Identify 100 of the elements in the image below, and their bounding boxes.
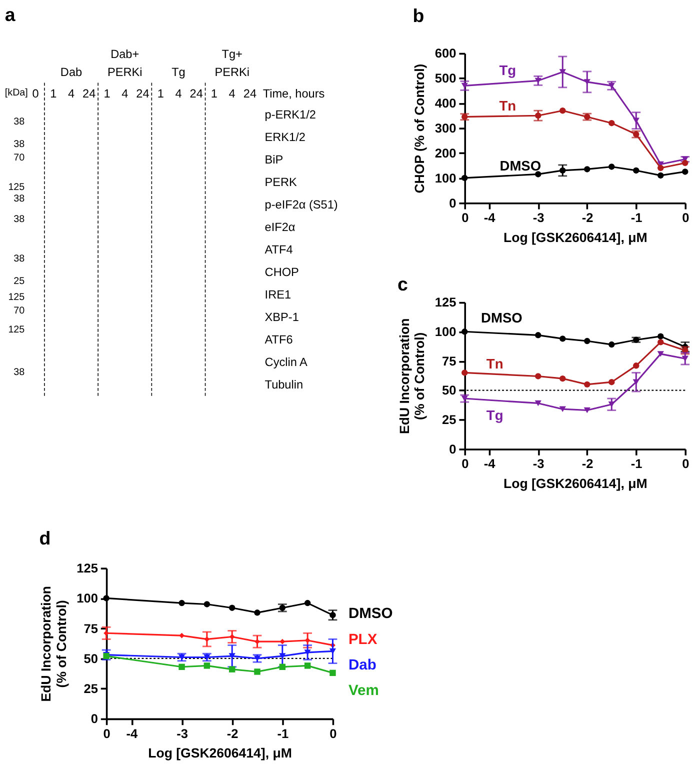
point — [682, 160, 688, 166]
x-tick-label: 0 — [462, 456, 469, 472]
category-label: 4 — [68, 86, 75, 101]
point — [535, 373, 542, 380]
category-label: 38 — [14, 138, 25, 150]
point — [534, 400, 542, 406]
x-axis-title: Log [GSK2606414], μM — [148, 746, 292, 761]
category-label: 24 — [82, 86, 96, 101]
series-label: Vem — [348, 682, 379, 699]
y-tick-label: 0 — [449, 441, 456, 456]
chart-title: d — [39, 527, 51, 548]
y-tick-label: 25 — [84, 681, 98, 696]
point — [204, 601, 210, 608]
category-label: XBP-1 — [264, 310, 299, 324]
category-label: 38 — [14, 116, 25, 128]
text: Tg+ PERKi — [214, 47, 250, 79]
x-tick-label: 0 — [682, 456, 690, 472]
point — [179, 632, 184, 638]
x-tick-label: -3 — [532, 456, 544, 472]
series-label: Tg — [499, 62, 516, 78]
point — [584, 79, 590, 85]
point — [535, 112, 542, 119]
category-label: 125 — [8, 292, 25, 303]
point — [304, 650, 311, 656]
y-tick-label: 125 — [434, 294, 456, 310]
category-label: Cyclin A — [264, 355, 308, 370]
category-label: 125 — [8, 324, 25, 336]
category-label: 4 — [175, 86, 182, 101]
y-axis-title: EdU Incorporation (% of Control) — [396, 318, 428, 434]
category-label: 4 — [122, 86, 129, 101]
x-tick-label: 0 — [462, 210, 469, 226]
point — [462, 328, 468, 335]
y-tick-label: 0 — [449, 195, 456, 210]
y-tick-label: 600 — [434, 46, 456, 61]
point — [178, 600, 185, 606]
chart-title: c — [398, 273, 408, 294]
category-label: IRE1 — [264, 288, 292, 302]
category-label: 38 — [14, 254, 25, 265]
point — [682, 168, 688, 175]
category-label: eIF2α — [264, 220, 296, 234]
y-tick-label: 200 — [434, 145, 456, 160]
y-tick-label: 50 — [84, 650, 98, 666]
y-tick-label: 0 — [90, 711, 98, 726]
series-label: Tn — [486, 356, 504, 372]
series-label: Tg — [486, 408, 504, 423]
point — [560, 167, 566, 174]
point — [658, 333, 664, 340]
category-label: 70 — [14, 152, 25, 164]
category-label: 25 — [14, 276, 25, 288]
x-tick-label: -4 — [484, 456, 496, 472]
x-axis-title: Log [GSK2606414], μM — [503, 476, 648, 491]
y-axis-title: CHOP (% of Control) — [412, 64, 428, 194]
point — [632, 379, 640, 385]
y-tick-label: 50 — [442, 382, 456, 398]
point — [279, 653, 286, 659]
y-axis-title: EdU Incorporation (% of Control) — [38, 586, 69, 702]
category-label: PERK — [264, 175, 297, 190]
point — [330, 670, 336, 676]
text: a — [4, 4, 16, 25]
point — [229, 634, 235, 640]
x-tick-label: -1 — [277, 726, 289, 741]
category-label: 4 — [228, 86, 236, 101]
series-label: Tn — [499, 98, 516, 114]
category-label: 125 — [8, 182, 25, 194]
category-label: 38 — [14, 193, 25, 204]
series-label: DMSO — [481, 310, 523, 326]
y-tick-label: 100 — [434, 170, 456, 186]
point — [633, 362, 640, 369]
x-tick-label: -1 — [630, 210, 642, 226]
point — [633, 167, 640, 174]
point — [228, 604, 236, 611]
point — [608, 164, 615, 170]
category-label: 1 — [157, 86, 164, 101]
category-label: CHOP — [264, 265, 299, 280]
y-tick-label: 75 — [442, 353, 456, 368]
category-label: 70 — [14, 305, 25, 316]
point — [657, 351, 664, 357]
point — [560, 375, 566, 382]
category-label: 38 — [14, 214, 25, 226]
point — [228, 666, 236, 672]
x-tick-label: -2 — [582, 210, 594, 226]
text: Dab+ PERKi — [107, 47, 142, 79]
x-tick-label: -3 — [532, 210, 544, 226]
point — [304, 662, 311, 669]
point — [560, 336, 566, 342]
point — [658, 164, 664, 172]
chart-title: b — [412, 4, 424, 26]
text: Time, hours — [262, 86, 325, 101]
category-label: ERK1/2 — [264, 130, 306, 144]
x-tick-label: -4 — [484, 210, 496, 226]
series-label: DMSO — [348, 606, 393, 622]
series-label: DMSO — [500, 158, 542, 174]
category-label: 1 — [104, 86, 110, 101]
point — [632, 118, 640, 124]
x-tick-label: 0 — [682, 210, 690, 226]
x-tick-label: -2 — [582, 456, 594, 472]
point — [103, 595, 110, 602]
y-tick-label: 400 — [434, 96, 456, 111]
point — [462, 370, 468, 376]
series-label: Dab — [348, 657, 376, 674]
